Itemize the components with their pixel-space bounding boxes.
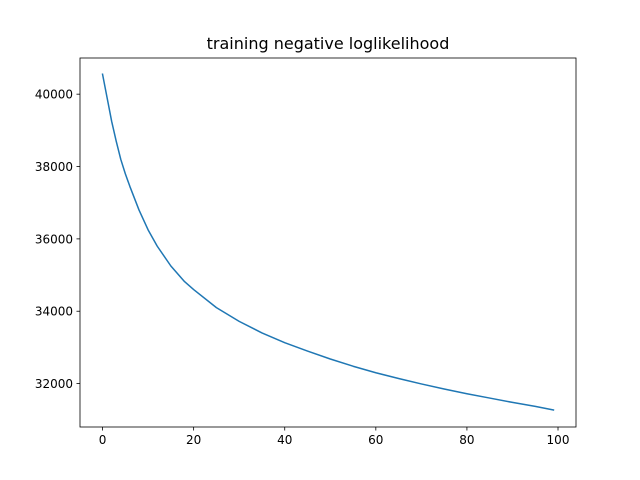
y-tick-label: 36000 — [35, 232, 73, 246]
x-tick-label: 40 — [277, 433, 292, 447]
series-line-0 — [101, 73, 555, 411]
plot-area — [101, 73, 555, 411]
y-tick-label: 32000 — [35, 377, 73, 391]
x-tick-label: 60 — [368, 433, 383, 447]
x-tick-label: 0 — [99, 433, 107, 447]
x-tick-label: 80 — [459, 433, 474, 447]
y-tick-label: 34000 — [35, 305, 73, 319]
plot-frame — [79, 57, 577, 428]
x-tick-label: 100 — [547, 433, 570, 447]
axes: 0 20 40 60 80 100 32000 34000 36000 38000 40000 — [35, 57, 577, 447]
y-tick-label: 40000 — [35, 88, 73, 102]
x-tick-label: 20 — [186, 433, 201, 447]
y-tick-label: 38000 — [35, 160, 73, 174]
chart-title: training negative loglikelihood — [207, 34, 450, 53]
